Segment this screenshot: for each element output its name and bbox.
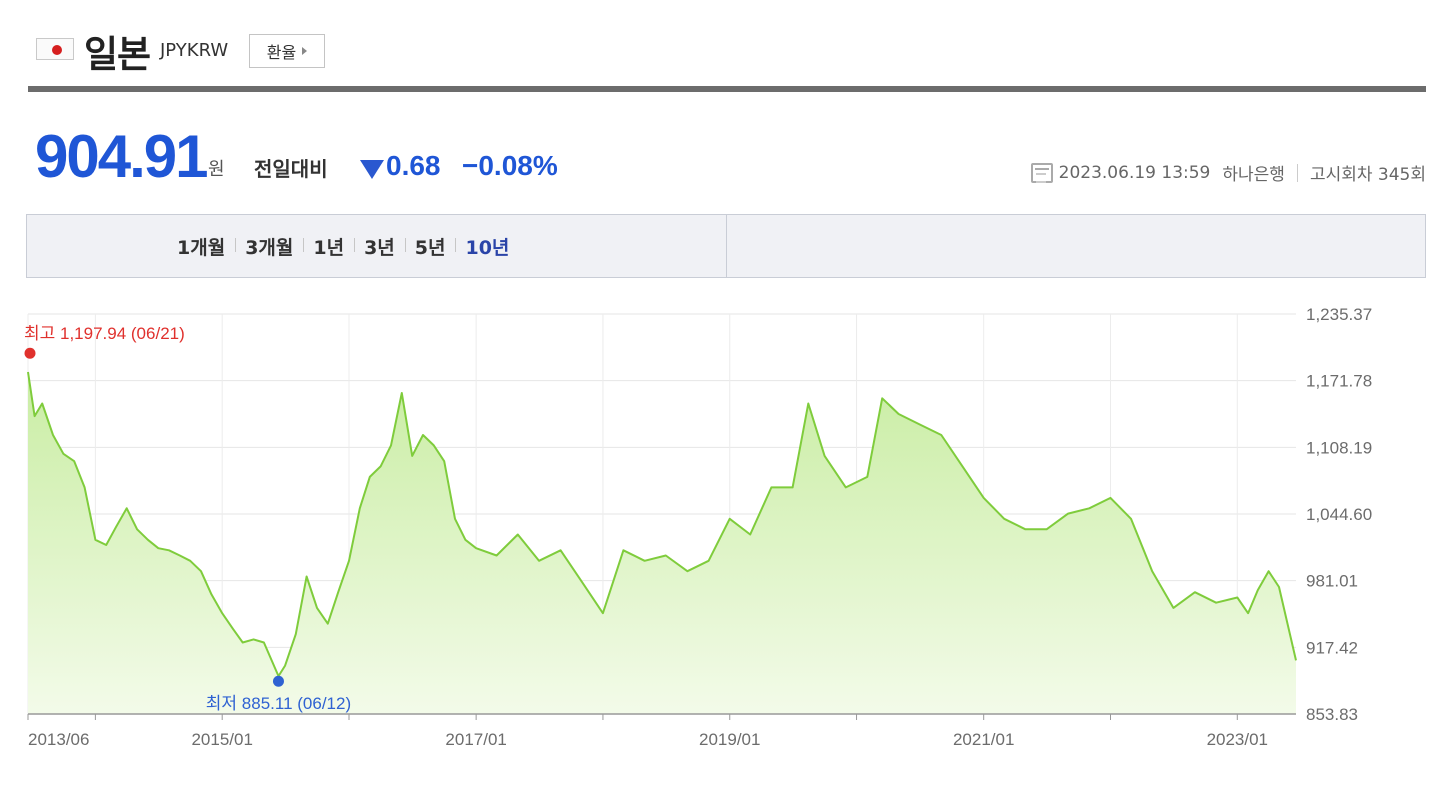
period-selector: 1개월 3개월 1년 3년 5년 10년 (26, 214, 1426, 278)
meta-separator (1296, 163, 1298, 182)
currency-code: JPYKRW (160, 40, 229, 61)
quote-datetime: 2023.06.19 13:59 (1058, 162, 1211, 183)
period-tab-4[interactable]: 5년 (404, 233, 456, 260)
current-price: 904.91 (35, 123, 209, 190)
down-triangle-icon (360, 160, 384, 179)
y-tick-label: 917.42 (1306, 638, 1358, 657)
x-tick-label: 2015/01 (191, 730, 252, 749)
rate-chart-svg: 1,235.37 1,171.78 1,108.19 1,044.60 981.01 91… (24, 305, 1372, 749)
period-tab-1[interactable]: 3개월 (235, 233, 303, 260)
exchange-rate-button[interactable]: 환율 (249, 34, 325, 68)
change-value: 0.68 (386, 150, 441, 181)
period-tab-2[interactable]: 1년 (303, 233, 354, 260)
x-tick-label: 2023/01 (1207, 730, 1268, 749)
y-tick-label: 981.01 (1306, 572, 1358, 591)
exchange-rate-button-label: 환율 (266, 43, 297, 62)
chevron-right-icon (302, 47, 308, 55)
period-tabs: 1개월 3개월 1년 3년 5년 10년 (167, 215, 519, 277)
series-area (28, 372, 1296, 714)
period-tab-5[interactable]: 10년 (455, 233, 519, 260)
period-bar-divider (726, 215, 727, 277)
y-tick-label: 1,235.37 (1306, 305, 1372, 324)
header-divider (28, 86, 1426, 92)
price-unit: 원 (208, 159, 225, 180)
period-tab-3[interactable]: 3년 (354, 233, 405, 260)
x-tick-label: 2017/01 (445, 730, 506, 749)
y-tick-label: 853.83 (1306, 705, 1358, 724)
notice-round: 고시회차 345회 (1309, 165, 1426, 185)
page-header: 일본 JPYKRW 환율 (28, 18, 1426, 92)
y-tick-label: 1,171.78 (1306, 372, 1372, 391)
series-line (27, 371, 1297, 678)
period-tab-0[interactable]: 1개월 (177, 236, 226, 259)
x-tick-label: 2019/01 (699, 730, 760, 749)
calendar-icon (1030, 162, 1053, 183)
compare-label: 전일대비 (254, 157, 328, 181)
x-tick-label: 2021/01 (953, 730, 1014, 749)
quote-meta: 2023.06.19 13:59 하나은행 고시회차 345회 (1030, 160, 1426, 185)
low-label: 최저 885.11 (06/12) (206, 694, 351, 713)
high-marker (24, 347, 36, 359)
quote-bank: 하나은행 (1222, 165, 1285, 185)
country-name: 일본 (84, 33, 151, 76)
change-percent: −0.08% (462, 150, 558, 181)
y-tick-label: 1,044.60 (1306, 505, 1372, 524)
y-tick-label: 1,108.19 (1306, 438, 1372, 457)
japan-flag-icon (36, 38, 74, 60)
rate-chart: 1,235.37 1,171.78 1,108.19 1,044.60 981.01 91… (0, 288, 1454, 758)
high-label: 최고 1,197.94 (06/21) (24, 324, 185, 343)
low-marker (272, 675, 284, 687)
x-tick-label: 2013/06 (28, 730, 89, 749)
